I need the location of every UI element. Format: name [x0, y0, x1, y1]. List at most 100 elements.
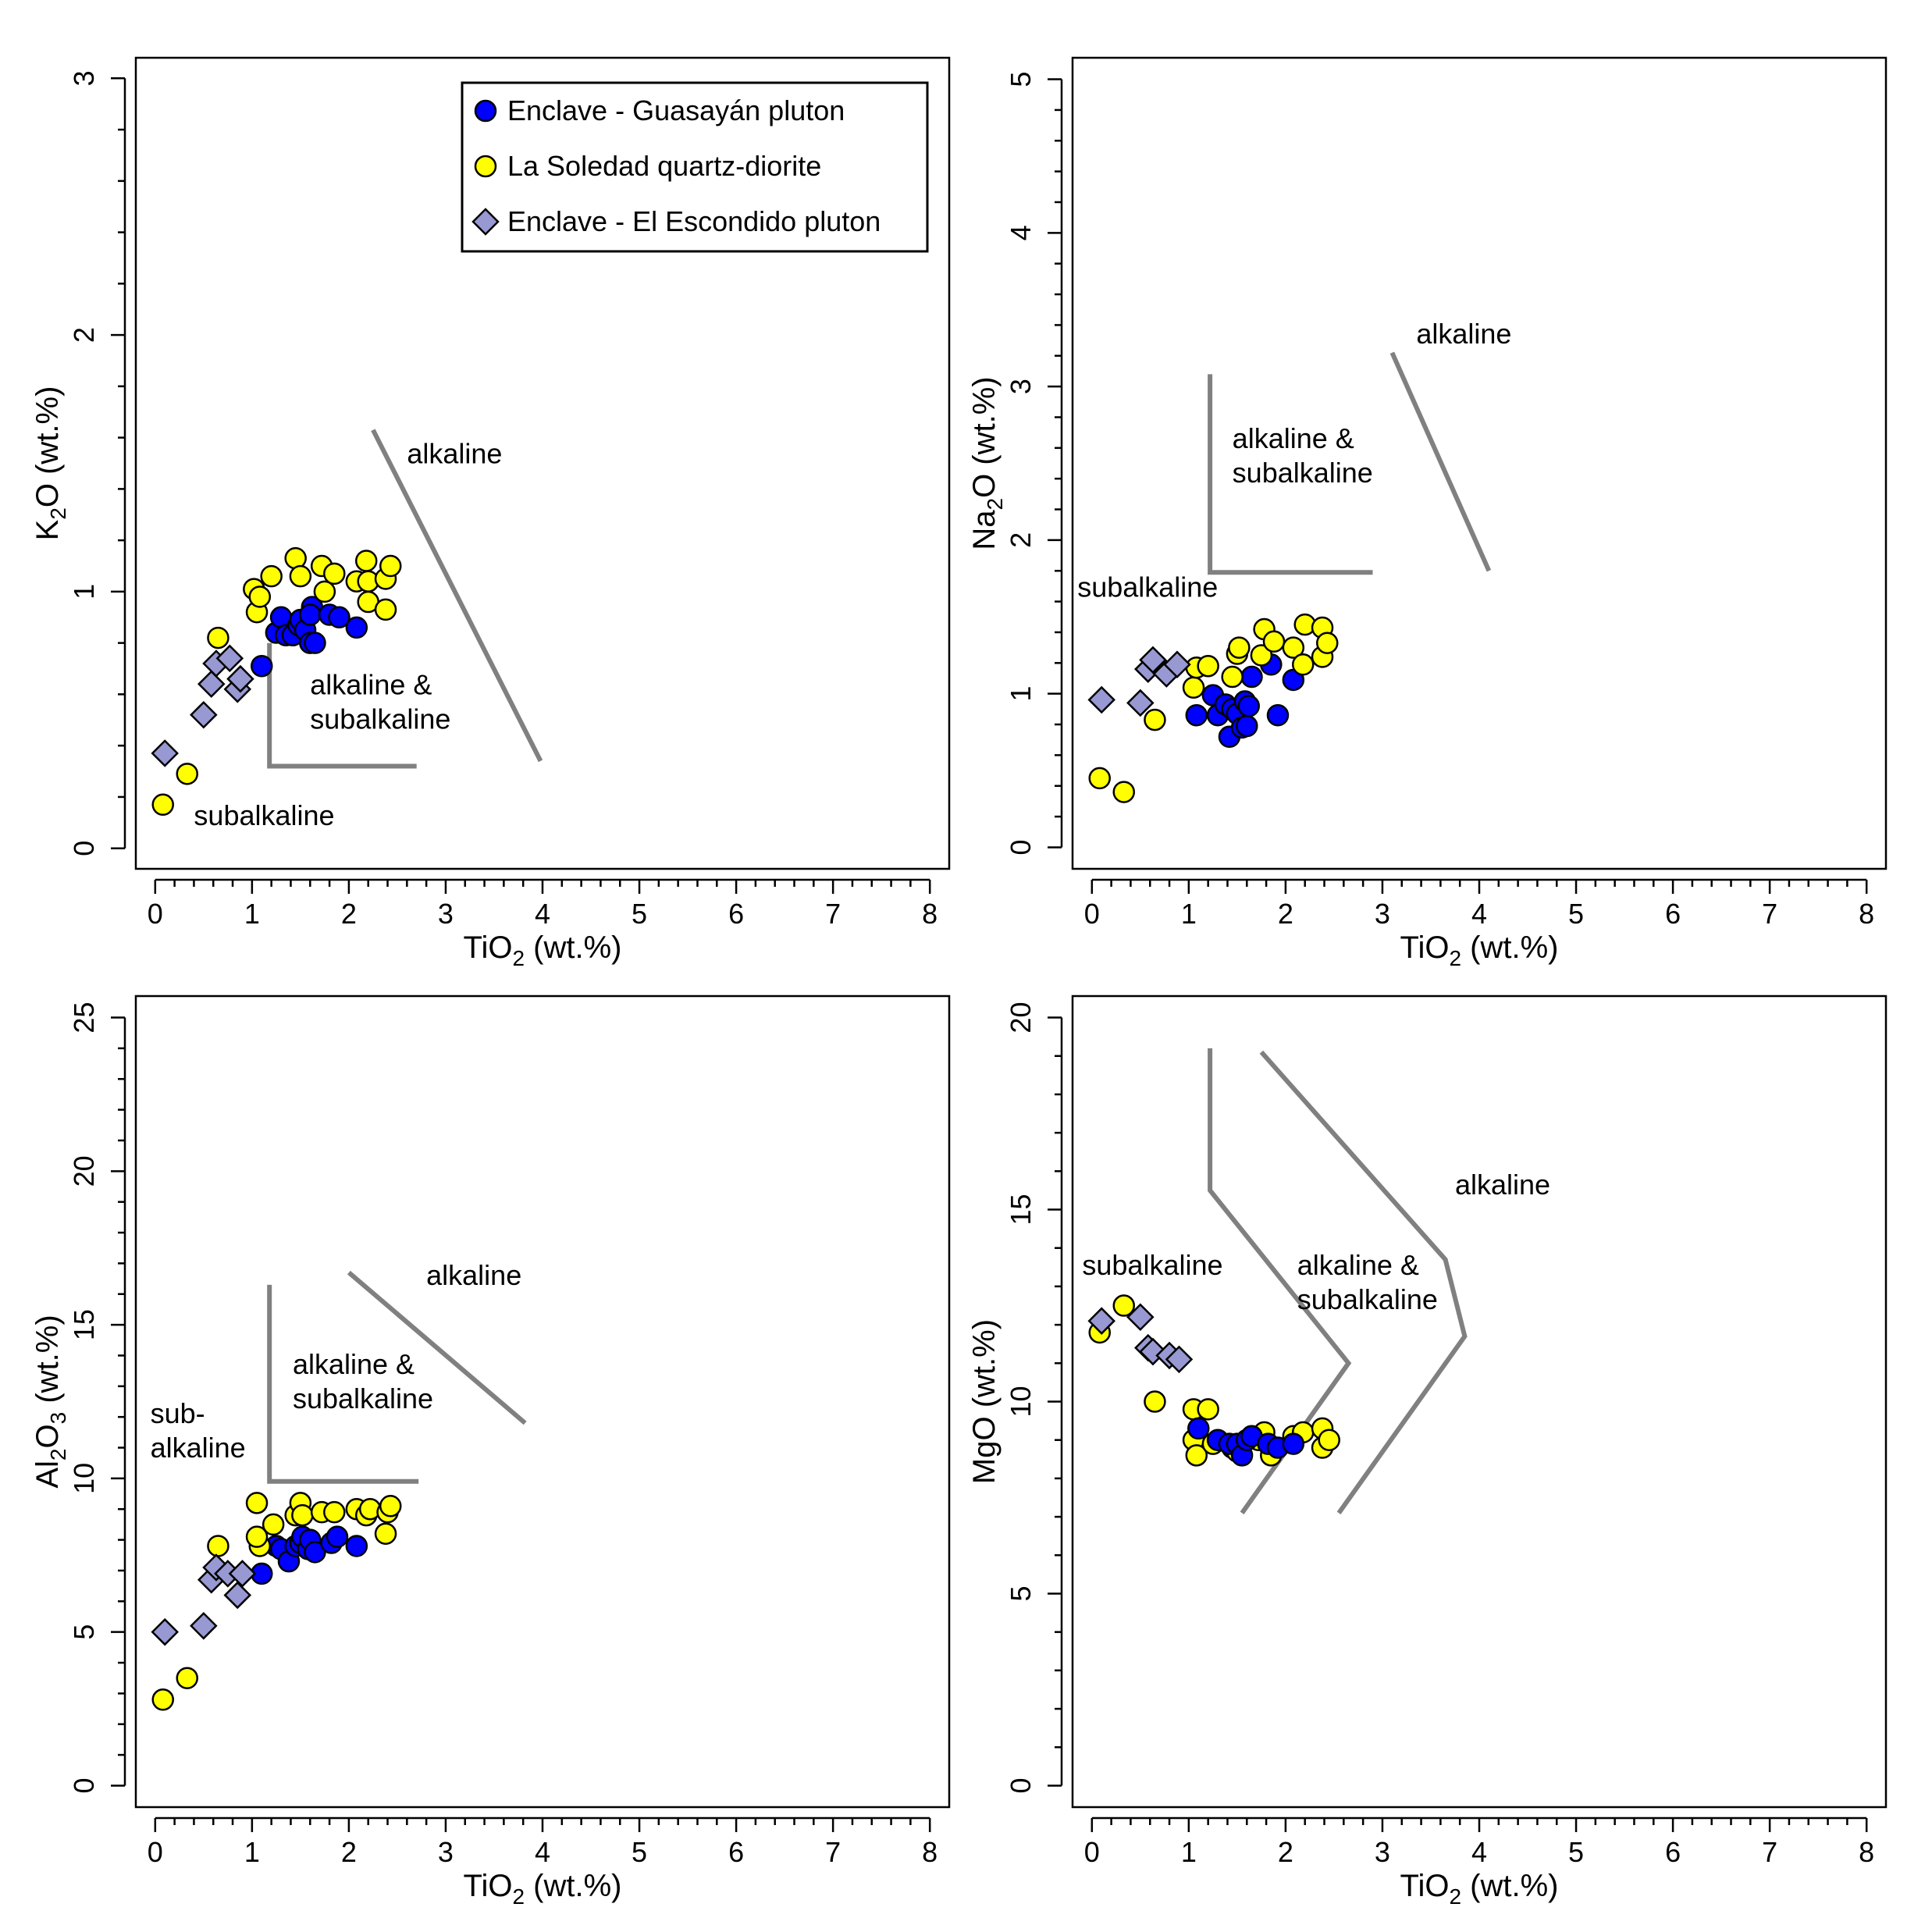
- x-tick-label: 2: [341, 898, 357, 930]
- data-point-circle: [207, 626, 229, 649]
- plot-frame: [1071, 995, 1888, 1809]
- y-tick-label: 1: [1005, 686, 1037, 702]
- x-tick-label: 3: [1375, 1836, 1390, 1868]
- y-tick-label: 10: [68, 1463, 100, 1494]
- panel-na2o-vs-tio2: 0 1 2 3 4 5 6 7 8 0 1 2 3 4 5 TiO2 (wt.%) Na2O (wt.%) alk…: [967, 56, 1888, 970]
- legend: Enclave - Guasayán pluton La Soledad quar…: [461, 81, 929, 253]
- x-tick-label: 7: [1762, 1836, 1777, 1868]
- y-tick-label: 1: [68, 584, 100, 600]
- data-point-circle: [374, 1522, 397, 1545]
- x-tick-label: 3: [438, 1836, 454, 1868]
- data-point-circle: [1228, 636, 1251, 659]
- legend-label: Enclave - Guasayán pluton: [507, 94, 845, 126]
- data-point-circle: [1112, 1294, 1135, 1317]
- plot-frame: [1071, 56, 1888, 870]
- x-tick-label: 7: [825, 1836, 841, 1868]
- x-tick-label: 1: [244, 898, 260, 930]
- y-tick-label: 5: [1005, 72, 1037, 87]
- data-point-circle: [1291, 653, 1315, 676]
- data-point-circle: [291, 1503, 314, 1527]
- x-tick-label: 0: [1084, 898, 1100, 930]
- data-point-circle: [304, 632, 326, 654]
- x-axis-title: TiO2 (wt.%): [464, 930, 622, 970]
- x-tick-label: 2: [341, 1836, 357, 1868]
- data-point-circle: [1185, 703, 1208, 727]
- x-tick-label: 8: [1859, 898, 1874, 930]
- data-point-circle: [262, 1513, 285, 1536]
- data-point-circle: [323, 1500, 346, 1524]
- x-tick-label: 4: [1471, 898, 1487, 930]
- x-axis-title: TiO2 (wt.%): [1400, 930, 1559, 970]
- data-point-diamond: [223, 1581, 252, 1610]
- data-point-circle: [1221, 665, 1244, 689]
- x-tick-label: 7: [1762, 898, 1777, 930]
- y-axis-title: Na2O (wt.%): [967, 376, 1007, 550]
- data-point-circle: [1237, 695, 1261, 717]
- x-tick-label: 6: [728, 898, 744, 930]
- data-point-diamond: [1165, 1345, 1194, 1374]
- data-point-circle: [289, 564, 312, 588]
- data-point-circle: [1282, 1432, 1305, 1455]
- data-point-diamond: [1139, 646, 1167, 674]
- data-point-diamond: [1126, 689, 1155, 717]
- x-tick-label: 1: [1181, 898, 1197, 930]
- data-point-diamond: [1126, 1303, 1155, 1332]
- field-label: alkaline: [426, 1259, 521, 1291]
- field-label: alkaline & subalkaline: [293, 1348, 433, 1414]
- field-boundary-line: [347, 1270, 527, 1425]
- y-tick-label: 3: [68, 70, 100, 86]
- data-point-circle: [379, 554, 402, 578]
- data-point-diamond: [197, 670, 226, 699]
- y-tick-label: 20: [68, 1155, 100, 1187]
- x-tick-label: 2: [1278, 898, 1293, 930]
- field-boundary-line: [1389, 351, 1492, 572]
- panel-k2o-vs-tio2: 0 1 2 3 4 5 6 7 8 0 1 2 3 TiO2 (wt.%) K2O (wt.%) alkali…: [30, 56, 951, 970]
- data-point-diamond: [151, 739, 179, 767]
- field-boundary-line: [371, 429, 543, 763]
- data-point-diamond: [215, 644, 244, 673]
- data-point-circle: [1088, 767, 1111, 790]
- data-point-circle: [151, 793, 174, 817]
- data-point-circle: [379, 1495, 402, 1518]
- field-label: alkaline: [1455, 1169, 1550, 1201]
- field-label: sub-alkaline: [151, 1397, 246, 1464]
- data-point-circle: [1112, 781, 1135, 803]
- x-tick-label: 0: [148, 1836, 163, 1868]
- y-tick-label: 0: [68, 1777, 100, 1793]
- x-axis-title: TiO2 (wt.%): [1400, 1869, 1559, 1909]
- data-point-circle: [1282, 636, 1305, 659]
- data-point-circle: [176, 763, 198, 785]
- field-label: subalkaline: [194, 799, 334, 831]
- data-point-diamond: [1087, 1307, 1115, 1335]
- data-point-circle: [1315, 632, 1339, 654]
- field-boundary-line: [267, 642, 417, 769]
- data-point-diamond: [190, 1612, 218, 1640]
- x-tick-label: 3: [1375, 898, 1390, 930]
- x-tick-label: 4: [1471, 1836, 1487, 1868]
- x-tick-label: 1: [1181, 1836, 1197, 1868]
- data-point-circle: [207, 1535, 229, 1557]
- y-tick-label: 25: [68, 1002, 100, 1034]
- field-label: alkaline: [407, 438, 502, 470]
- y-tick-label: 10: [1005, 1386, 1037, 1417]
- data-point-diamond: [190, 700, 218, 729]
- field-boundary-line: [1208, 374, 1373, 575]
- plot-frame: [134, 56, 951, 870]
- data-point-circle: [1266, 703, 1290, 727]
- data-point-diamond: [226, 664, 254, 693]
- field-label: alkaline & subalkaline: [1297, 1249, 1438, 1315]
- data-point-circle: [245, 1525, 269, 1548]
- y-tick-label: 5: [68, 1624, 100, 1640]
- field-label: subalkaline: [1077, 571, 1218, 603]
- data-point-circle: [345, 616, 368, 639]
- x-tick-label: 0: [148, 898, 163, 930]
- data-point-circle: [245, 1492, 269, 1514]
- data-point-circle: [1185, 1444, 1208, 1467]
- data-point-circle: [1197, 1398, 1219, 1421]
- field-label: alkaline: [1416, 318, 1511, 350]
- data-point-circle: [374, 598, 397, 621]
- data-point-circle: [328, 606, 350, 629]
- data-point-circle: [1250, 644, 1273, 667]
- y-tick-label: 20: [1005, 1002, 1037, 1034]
